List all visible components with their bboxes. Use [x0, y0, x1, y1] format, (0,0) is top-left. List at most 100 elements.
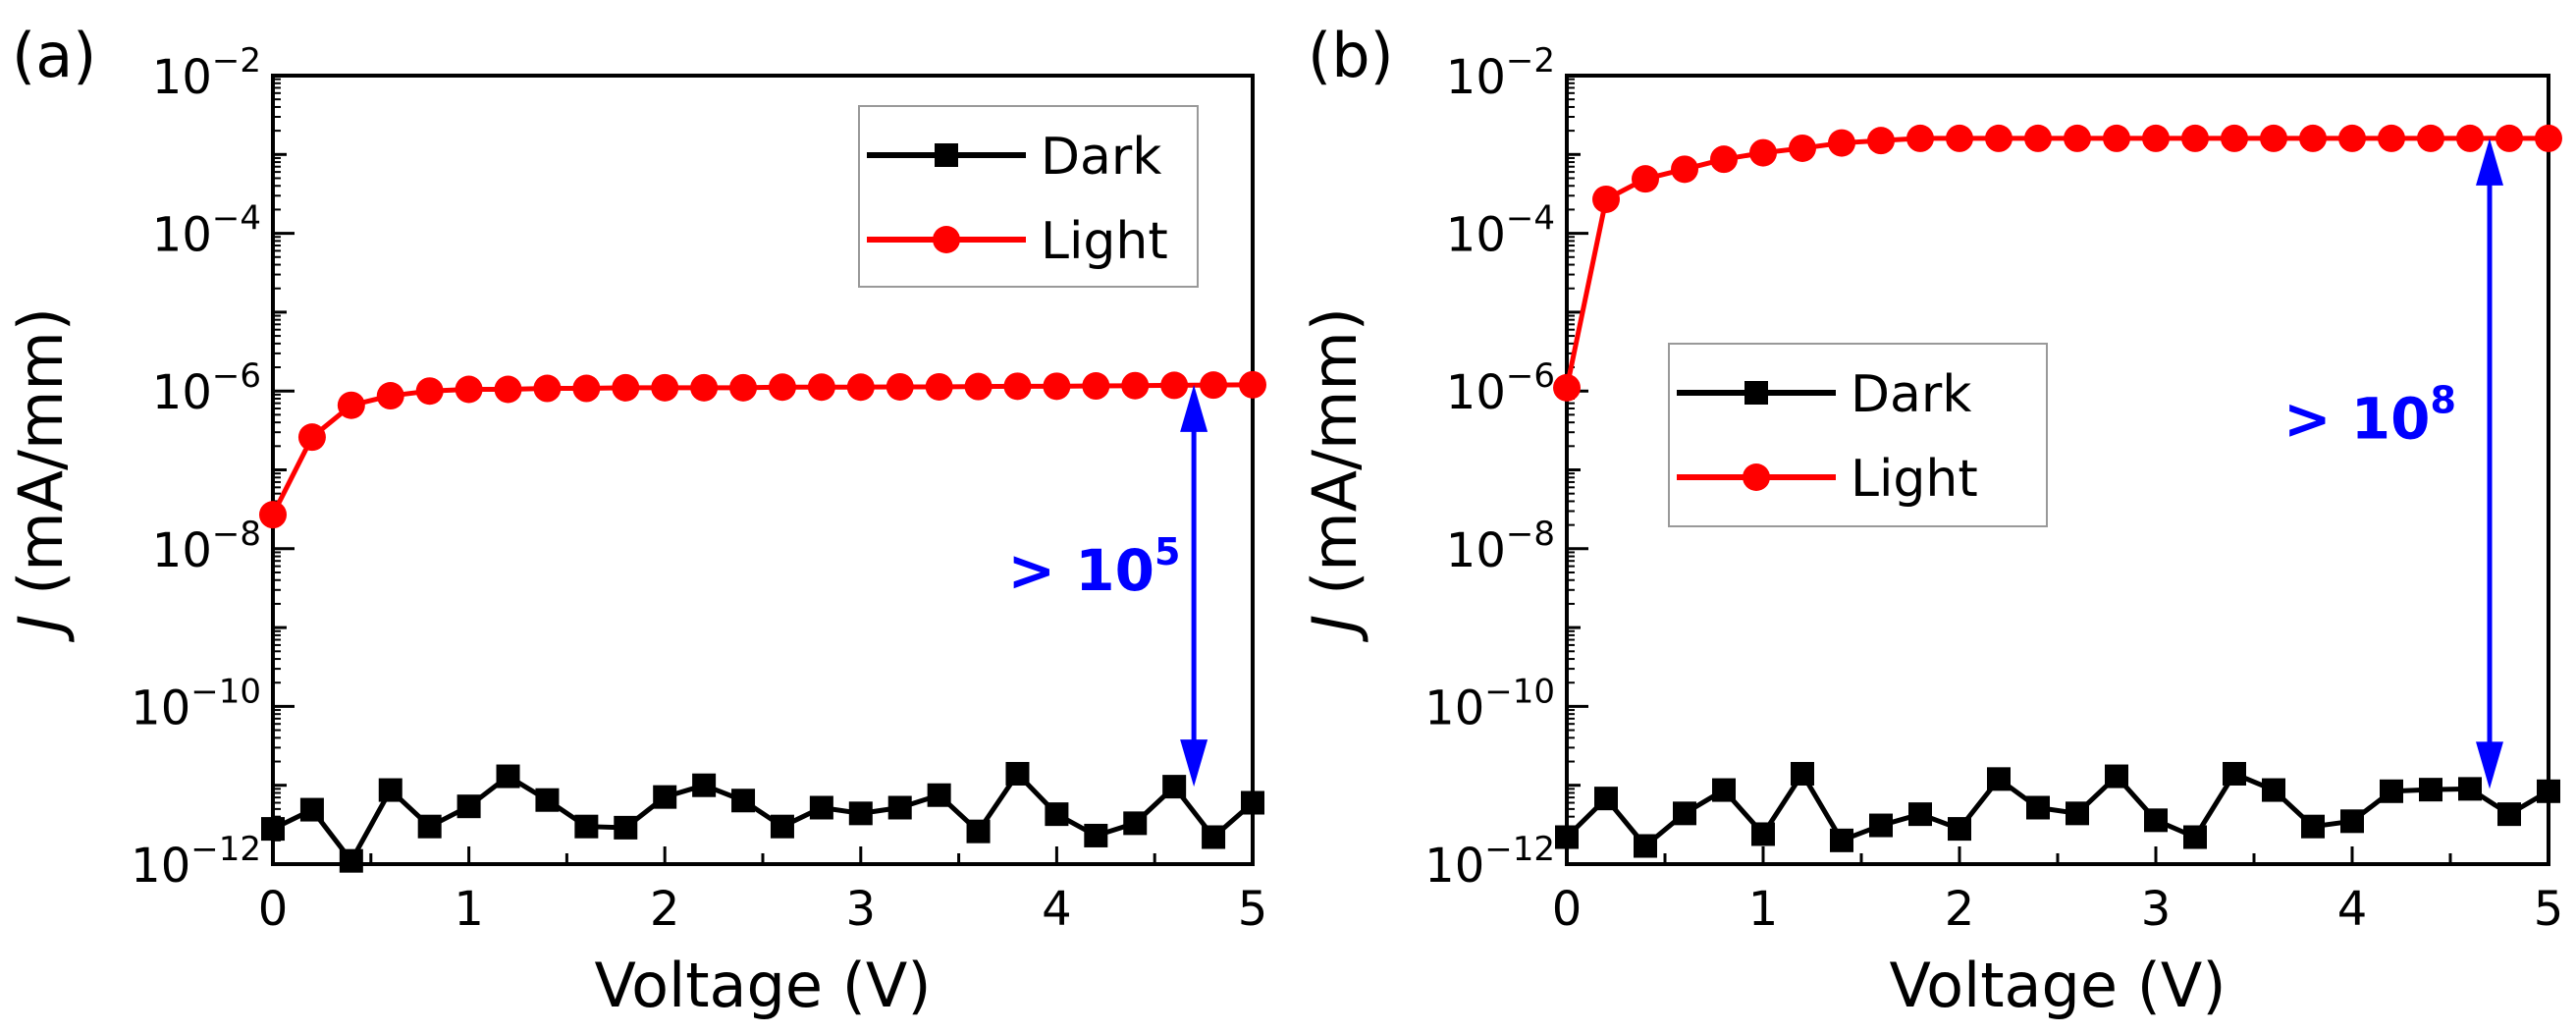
- data-point-light: [925, 372, 953, 401]
- data-point-dark: [1045, 802, 1069, 827]
- ratio-annotation: > 108: [2283, 137, 2503, 789]
- data-point-dark: [2262, 778, 2285, 802]
- data-point-dark: [1123, 811, 1148, 836]
- x-tick-label: 1: [454, 882, 484, 937]
- y-tick-exponent: −4: [1506, 199, 1555, 239]
- data-point-light: [1789, 134, 1816, 162]
- y-axis-title-symbol: J: [1299, 615, 1370, 643]
- x-tick-label: 3: [2141, 882, 2172, 937]
- data-point-light: [1749, 138, 1777, 167]
- x-axis-title: Voltage (V): [594, 950, 931, 1021]
- data-point-light: [2103, 124, 2130, 152]
- x-tick-label: 2: [1945, 882, 1975, 937]
- y-axis-title-unit: (mA/mm): [5, 307, 77, 615]
- data-point-light: [1239, 370, 1266, 399]
- y-tick-label: 10−4: [1446, 199, 1555, 263]
- y-axis-title: J (mA/mm): [5, 307, 77, 643]
- data-point-light: [1160, 371, 1189, 400]
- data-point-dark: [2340, 809, 2364, 834]
- y-tick-base: 10: [152, 208, 212, 263]
- data-point-dark: [1987, 767, 2011, 791]
- data-point-dark: [261, 817, 285, 842]
- y-tick-label: 10−12: [131, 830, 261, 894]
- legend-marker-circle: [933, 226, 960, 253]
- data-point-dark: [535, 788, 560, 812]
- y-tick-exponent: −10: [190, 672, 261, 711]
- y-tick-label: 10−10: [131, 672, 261, 735]
- y-tick-base: 10: [131, 680, 190, 735]
- y-tick-exponent: −2: [212, 41, 261, 81]
- y-tick-label: 10−6: [152, 356, 261, 420]
- legend: Dark Light: [858, 105, 1199, 288]
- legend-frame: [1668, 343, 2048, 527]
- y-tick-base: 10: [1446, 523, 1506, 578]
- legend-label: Dark: [1851, 365, 1971, 424]
- legend-label: Dark: [1041, 128, 1161, 187]
- data-point-dark: [1241, 790, 1264, 815]
- y-tick-base: 10: [1424, 839, 1484, 894]
- data-point-dark: [1712, 778, 1736, 802]
- data-point-light: [1121, 371, 1150, 400]
- data-point-dark: [1555, 825, 1579, 849]
- data-point-light: [1828, 129, 1855, 157]
- data-point-light: [1003, 372, 1032, 401]
- x-tick-label: 3: [846, 882, 877, 937]
- data-point-light: [2535, 124, 2562, 152]
- series-line-light: [270, 382, 1254, 517]
- data-point-light: [1082, 372, 1110, 401]
- y-axis-title: J (mA/mm): [1299, 307, 1370, 643]
- y-tick-exponent: −12: [1484, 830, 1555, 869]
- data-point-light: [1710, 145, 1738, 174]
- data-point-light: [1592, 185, 1620, 213]
- data-point-dark: [1830, 828, 1853, 852]
- data-point-light: [2181, 124, 2209, 152]
- data-point-dark: [966, 819, 991, 844]
- ratio-label-exponent: 8: [2431, 379, 2456, 422]
- x-tick-label: 5: [2534, 882, 2564, 937]
- data-point-dark: [2419, 778, 2442, 802]
- data-point-light: [1553, 373, 1581, 402]
- data-point-dark: [378, 778, 402, 802]
- data-point-dark: [496, 764, 520, 789]
- series-dark: [261, 761, 1264, 873]
- data-point-light: [572, 374, 601, 403]
- data-point-dark: [1005, 761, 1030, 786]
- data-point-light: [376, 382, 404, 410]
- data-point-light: [2221, 124, 2248, 152]
- data-point-light: [2260, 124, 2287, 152]
- data-point-light: [2299, 124, 2327, 152]
- data-point-dark: [1908, 802, 1932, 827]
- ratio-label-base: > 10: [2283, 386, 2431, 453]
- data-point-dark: [887, 795, 912, 820]
- data-point-dark: [1751, 822, 1775, 846]
- y-tick-label: 10−12: [1424, 830, 1555, 894]
- y-tick-base: 10: [152, 50, 212, 105]
- data-point-dark: [339, 848, 363, 873]
- data-point-dark: [417, 814, 442, 839]
- x-tick-label: 2: [650, 882, 680, 937]
- data-point-light: [1906, 124, 1934, 152]
- data-point-dark: [2497, 802, 2521, 827]
- y-axis-title-symbol: J: [5, 615, 77, 643]
- data-point-dark: [770, 814, 794, 839]
- data-point-dark: [1869, 813, 1893, 838]
- y-tick-exponent: −8: [212, 515, 261, 554]
- y-tick-base: 10: [1446, 365, 1506, 420]
- x-tick-label: 4: [1042, 882, 1072, 937]
- y-tick-exponent: −6: [1506, 356, 1555, 396]
- legend: Dark Light: [1668, 343, 2048, 527]
- y-tick-label: 10−10: [1424, 672, 1555, 735]
- arrow-head-up-icon: [2476, 137, 2503, 186]
- y-tick-exponent: −8: [1506, 515, 1555, 554]
- y-tick-label: 10−6: [1446, 356, 1555, 420]
- data-point-light: [415, 377, 444, 406]
- data-point-light: [2024, 124, 2052, 152]
- ratio-annotation: > 105: [1008, 384, 1208, 788]
- data-point-dark: [2026, 795, 2050, 820]
- data-point-dark: [1791, 761, 1814, 786]
- data-point-light: [690, 373, 719, 402]
- x-tick-label: 5: [1238, 882, 1268, 937]
- data-point-dark: [2144, 808, 2168, 833]
